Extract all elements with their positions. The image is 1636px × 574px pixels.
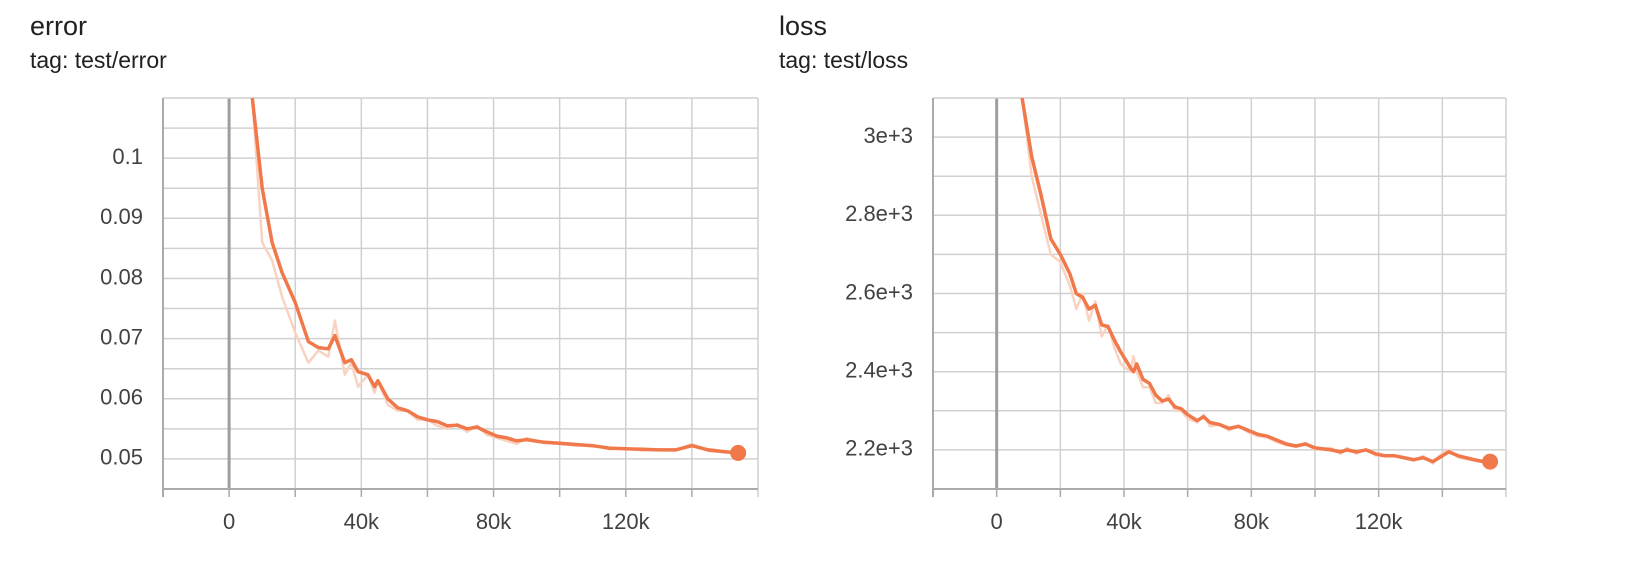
y-tick-label: 3e+3 (863, 123, 913, 148)
y-tick-label: 2.8e+3 (845, 201, 913, 226)
chart-title: error (30, 11, 87, 41)
raw-line (251, 98, 739, 455)
smoothed-line (1020, 98, 1491, 464)
raw-line (1020, 98, 1491, 465)
x-tick-label: 0 (223, 509, 235, 534)
plot-area (1020, 98, 1491, 465)
y-tick-label: 2.6e+3 (845, 279, 913, 304)
last-point (730, 444, 747, 461)
chart-subtitle: tag: test/error (30, 47, 167, 73)
x-tick-label: 40k (1106, 509, 1142, 534)
y-tick-label: 0.06 (100, 385, 143, 410)
last-point (1482, 453, 1499, 470)
y-tick-label: 0.09 (100, 204, 143, 229)
y-tick-label: 0.1 (112, 144, 143, 169)
x-tick-label: 0 (991, 509, 1003, 534)
y-tick-label: 0.08 (100, 264, 143, 289)
x-tick-label: 40k (344, 509, 380, 534)
x-tick-label: 80k (1234, 509, 1270, 534)
x-tick-label: 120k (1355, 509, 1404, 534)
plot-area (250, 98, 739, 455)
chart-subtitle: tag: test/loss (779, 47, 908, 73)
x-tick-label: 80k (476, 509, 512, 534)
y-tick-label: 0.07 (100, 324, 143, 349)
y-tick-label: 2.4e+3 (845, 358, 913, 383)
y-tick-label: 2.2e+3 (845, 436, 913, 461)
chart-title: loss (779, 11, 827, 41)
y-tick-label: 0.05 (100, 445, 143, 470)
smoothed-line (250, 98, 739, 455)
x-tick-label: 120k (602, 509, 651, 534)
